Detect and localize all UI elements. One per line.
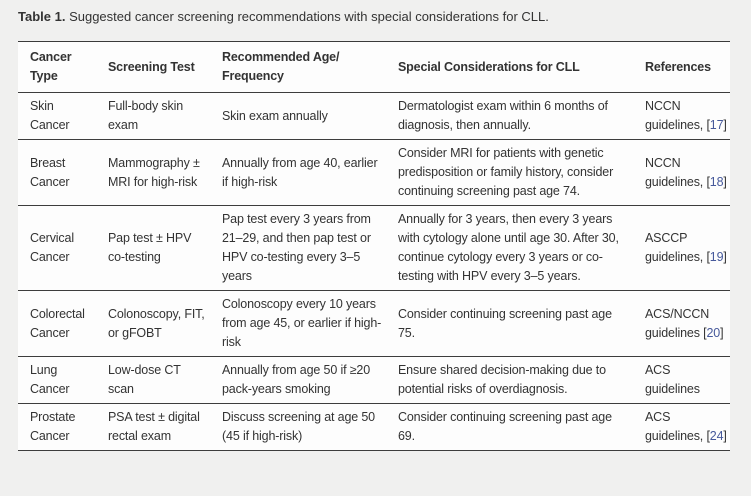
cell-considerations: Dermatologist exam within 6 months of di… — [386, 92, 633, 140]
table-row-breast-cancer: Breast Cancer Mammography ± MRI for high… — [18, 139, 730, 206]
cell-screening-test: Mammography ± MRI for high-risk — [96, 139, 210, 206]
cell-cancer-type: Prostate Cancer — [18, 403, 96, 451]
screening-table: Cancer Type Screening Test Recommended A… — [18, 41, 730, 451]
cell-cancer-type: Colorectal Cancer — [18, 290, 96, 357]
table-caption: Table 1. Suggested cancer screening reco… — [18, 8, 730, 26]
cell-screening-test: Pap test ± HPV co-testing — [96, 205, 210, 291]
cell-cancer-type: Skin Cancer — [18, 92, 96, 140]
cell-considerations: Consider MRI for patients with genetic p… — [386, 139, 633, 206]
reference-bracket: ] — [723, 429, 727, 443]
column-header-references: References — [633, 41, 730, 93]
reference-bracket: ] — [720, 325, 724, 340]
cell-references: ACS guidelines — [633, 356, 730, 404]
table-row-lung-cancer: Lung Cancer Low-dose CT scan Annually fr… — [18, 356, 730, 404]
reference-text: NCCN guidelines, [ — [645, 155, 710, 189]
cell-age-frequency: Annually from age 40, earlier if high-ri… — [210, 139, 386, 206]
cell-screening-test: Colonoscopy, FIT, or gFOBT — [96, 290, 210, 357]
table-row-cervical-cancer: Cervical Cancer Pap test ± HPV co-testin… — [18, 205, 730, 291]
reference-text: ACS guidelines — [645, 363, 700, 396]
cell-cancer-type: Lung Cancer — [18, 356, 96, 404]
cell-references: ASCCP guidelines, [19] — [633, 205, 730, 291]
reference-text: ASCCP guidelines, [ — [645, 231, 710, 264]
cell-considerations: Ensure shared decision-making due to pot… — [386, 356, 633, 404]
reference-link[interactable]: 17 — [709, 118, 724, 132]
cell-cancer-type: Breast Cancer — [18, 139, 96, 206]
cell-age-frequency: Colonoscopy every 10 years from age 45, … — [210, 290, 386, 357]
reference-link[interactable]: 20 — [706, 325, 721, 340]
cell-references: NCCN guidelines, [18] — [633, 139, 730, 206]
table-row-prostate-cancer: Prostate Cancer PSA test ± digital recta… — [18, 403, 730, 451]
column-header-special-considerations: Special Considerations for CLL — [386, 41, 633, 93]
cell-age-frequency: Skin exam annually — [210, 92, 386, 140]
cell-age-frequency: Annually from age 50 if ≥20 pack-years s… — [210, 356, 386, 404]
header-row: Cancer Type Screening Test Recommended A… — [18, 41, 730, 93]
cell-references: ACS guidelines, [24] — [633, 403, 730, 451]
reference-text: NCCN guidelines, [ — [645, 99, 710, 132]
cell-screening-test: Full-body skin exam — [96, 92, 210, 140]
reference-link[interactable]: 19 — [709, 250, 724, 264]
reference-text: ACS guidelines, [ — [645, 410, 710, 443]
cell-age-frequency: Pap test every 3 years from 21–29, and t… — [210, 205, 386, 291]
table-row-skin-cancer: Skin Cancer Full-body skin exam Skin exa… — [18, 92, 730, 140]
reference-bracket: ] — [723, 250, 727, 264]
reference-link[interactable]: 24 — [709, 429, 724, 443]
cell-considerations: Consider continuing screening past age 6… — [386, 403, 633, 451]
cell-considerations: Consider continuing screening past age 7… — [386, 290, 633, 357]
cell-screening-test: Low-dose CT scan — [96, 356, 210, 404]
cell-references: NCCN guidelines, [17] — [633, 92, 730, 140]
reference-bracket: ] — [723, 118, 727, 132]
column-header-cancer-type: Cancer Type — [18, 41, 96, 93]
table-caption-text: Suggested cancer screening recommendatio… — [65, 9, 549, 24]
column-header-screening-test: Screening Test — [96, 41, 210, 93]
cell-considerations: Annually for 3 years, then every 3 years… — [386, 205, 633, 291]
reference-bracket: ] — [723, 174, 727, 189]
reference-text: ACS/NCCN guidelines [ — [645, 306, 710, 340]
column-header-age-frequency: Recommended Age/ Frequency — [210, 41, 386, 93]
cell-references: ACS/NCCN guidelines [20] — [633, 290, 730, 357]
table-row-colorectal-cancer: Colorectal Cancer Colonoscopy, FIT, or g… — [18, 290, 730, 357]
reference-link[interactable]: 18 — [709, 174, 724, 189]
cell-screening-test: PSA test ± digital rectal exam — [96, 403, 210, 451]
cell-age-frequency: Discuss screening at age 50 (45 if high-… — [210, 403, 386, 451]
cell-cancer-type: Cervical Cancer — [18, 205, 96, 291]
table-caption-label: Table 1. — [18, 9, 66, 24]
